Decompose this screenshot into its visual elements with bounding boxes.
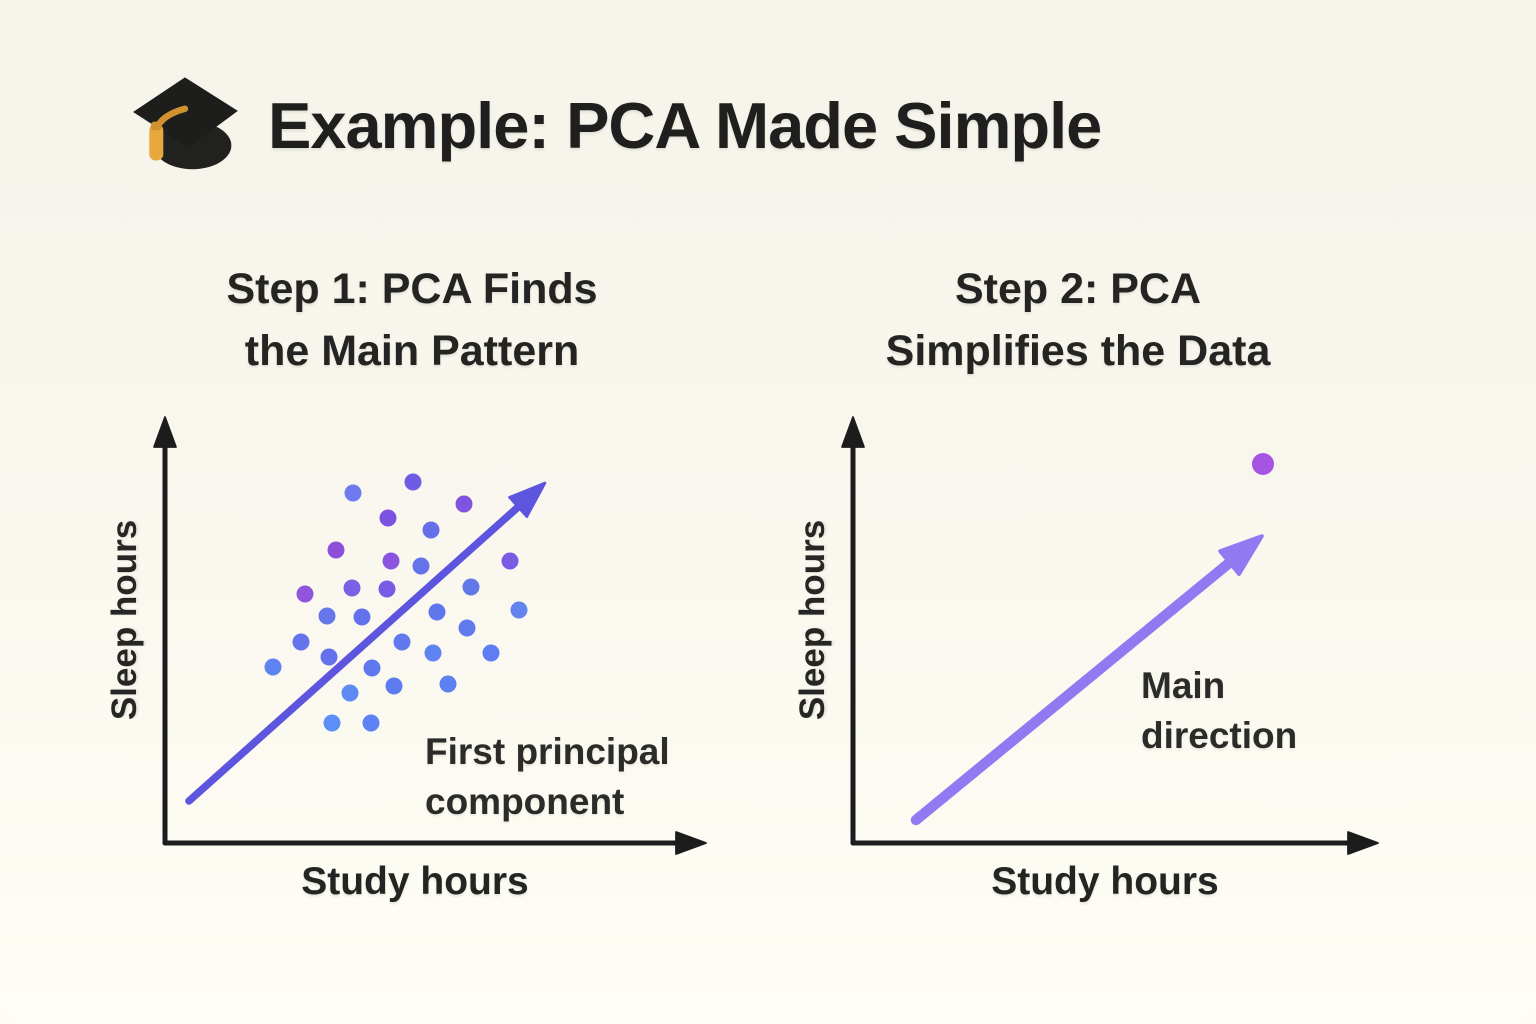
scatter-point bbox=[404, 473, 422, 491]
direction-arrow-arrowhead bbox=[1218, 534, 1264, 577]
scatter-point bbox=[385, 677, 403, 695]
scatter-point bbox=[1252, 453, 1274, 475]
scatter-point bbox=[323, 714, 341, 732]
scatter-point bbox=[327, 541, 345, 559]
scatter-point bbox=[353, 608, 371, 626]
scatter-point bbox=[422, 521, 440, 539]
step2-annotation-line1: Main bbox=[1141, 665, 1226, 706]
step1-annotation-line2: component bbox=[425, 781, 625, 822]
x-axis-arrowhead bbox=[1347, 831, 1379, 855]
step1-title: Step 1: PCA Finds the Main Pattern bbox=[152, 258, 672, 382]
scatter-point bbox=[292, 633, 310, 651]
y-axis-arrowhead bbox=[841, 416, 865, 448]
scatter-point bbox=[344, 484, 362, 502]
step2-x-axis-label: Study hours bbox=[991, 860, 1219, 903]
step1-y-axis-label: Sleep hours bbox=[105, 519, 144, 721]
scatter-point bbox=[379, 509, 397, 527]
scatter-point bbox=[412, 557, 430, 575]
step1-title-line2: the Main Pattern bbox=[244, 327, 580, 375]
scatter-point bbox=[462, 578, 480, 596]
page-title: Example: PCA Made Simple bbox=[268, 89, 1102, 162]
scatter-point bbox=[320, 648, 338, 666]
header: Example: PCA Made Simple bbox=[130, 72, 1102, 180]
direction-arrow-shaft bbox=[185, 503, 522, 805]
step2-annotation: Main direction bbox=[1141, 661, 1297, 761]
scatter-point bbox=[378, 580, 396, 598]
direction-arrow-arrowhead bbox=[508, 481, 547, 518]
step1-x-axis-label: Study hours bbox=[301, 860, 529, 903]
scatter-point bbox=[343, 579, 361, 597]
scatter-point bbox=[501, 552, 519, 570]
plot-1 bbox=[153, 416, 707, 855]
x-axis-arrowhead bbox=[675, 831, 707, 855]
scatter-point bbox=[439, 675, 457, 693]
scatter-point bbox=[424, 644, 442, 662]
step2-y-axis-label: Sleep hours bbox=[793, 519, 832, 721]
step1-title-line1: Step 1: PCA Finds bbox=[226, 265, 598, 313]
direction-arrow-shaft bbox=[910, 557, 1235, 826]
scatter-point bbox=[318, 607, 336, 625]
step1-annotation: First principal component bbox=[425, 727, 670, 827]
step2-annotation-line2: direction bbox=[1141, 715, 1298, 756]
scatter-point bbox=[363, 659, 381, 677]
scatter-point bbox=[393, 633, 411, 651]
scatter-point bbox=[362, 714, 380, 732]
step1-annotation-line1: First principal bbox=[425, 731, 670, 772]
graduation-cap-icon bbox=[133, 77, 238, 170]
scatter-point bbox=[264, 658, 282, 676]
scatter-point bbox=[458, 619, 476, 637]
scatter-point bbox=[455, 495, 473, 513]
plot-2 bbox=[841, 416, 1379, 855]
step2-title-line1: Step 2: PCA bbox=[954, 265, 1202, 313]
scatter-point bbox=[482, 644, 500, 662]
y-axis-arrowhead bbox=[153, 416, 177, 448]
scatter-point bbox=[510, 601, 528, 619]
scatter-point bbox=[341, 684, 359, 702]
scatter-point bbox=[382, 552, 400, 570]
scatter-point bbox=[428, 603, 446, 621]
scatter-point bbox=[296, 585, 314, 603]
step2-title-line2: Simplifies the Data bbox=[885, 327, 1271, 375]
step2-title: Step 2: PCA Simplifies the Data bbox=[818, 258, 1338, 382]
